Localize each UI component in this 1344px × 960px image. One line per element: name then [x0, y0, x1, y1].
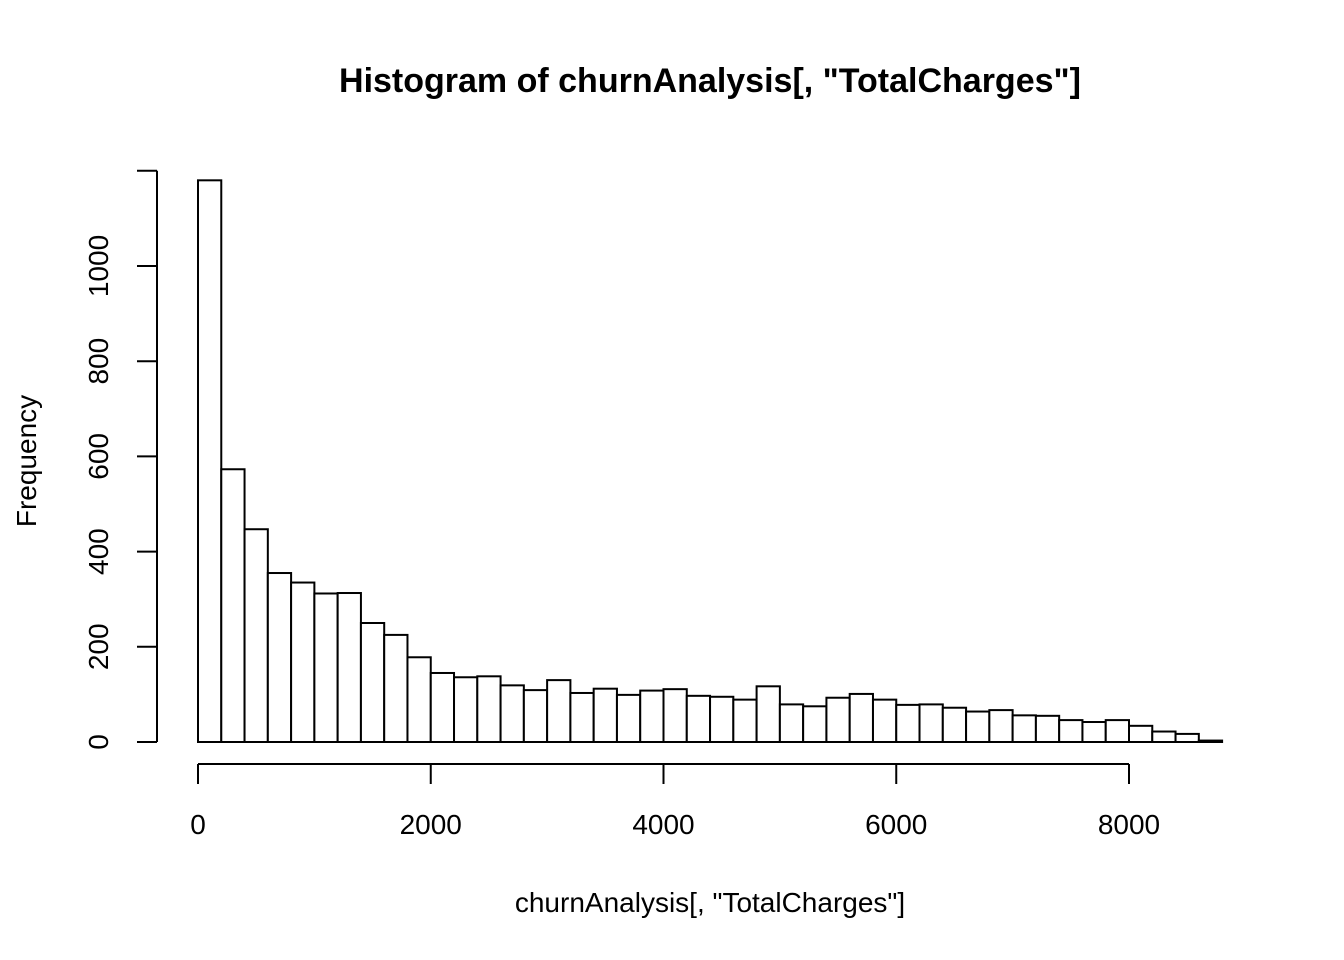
histogram-bar: [825, 696, 851, 743]
histogram-bar: [243, 528, 269, 744]
histogram-bar: [918, 703, 944, 743]
y-tick-label: 1000: [83, 235, 114, 297]
histogram-bar: [802, 705, 828, 743]
histogram-bar: [965, 710, 991, 744]
bars-group: [197, 179, 1224, 744]
histogram-bar: [406, 656, 432, 743]
histogram-bar: [383, 633, 409, 744]
histogram-bar: [755, 685, 781, 743]
histogram-bar: [266, 572, 293, 744]
histogram-bar: [732, 698, 758, 743]
histogram-bar: [336, 592, 362, 744]
histogram-bar: [313, 592, 339, 743]
x-tick-label: 8000: [1098, 809, 1160, 840]
histogram-bar: [941, 706, 968, 744]
histogram-bar: [499, 684, 525, 744]
histogram-bar: [1197, 739, 1224, 744]
histogram-bar: [615, 693, 642, 743]
x-axis-label: churnAnalysis[, "TotalCharges"]: [515, 887, 905, 918]
y-tick-label: 400: [83, 528, 114, 575]
x-tick-label: 4000: [632, 809, 694, 840]
histogram-bar: [662, 688, 688, 743]
histogram-bar: [895, 703, 921, 744]
histogram-bar: [871, 698, 898, 743]
histogram-bar: [1058, 719, 1084, 744]
y-tick-label: 600: [83, 433, 114, 480]
histogram-bar: [546, 679, 572, 743]
y-tick-label: 0: [83, 734, 114, 750]
histogram-bar: [220, 468, 246, 743]
histogram-bar: [1104, 719, 1130, 744]
histogram-bar: [778, 703, 805, 743]
y-axis-ticks: 0 200 400 600 800 1000: [83, 169, 157, 750]
histogram-bar: [476, 675, 502, 744]
histogram-bar: [639, 689, 665, 743]
y-tick-label: 200: [83, 623, 114, 670]
x-tick-label: 0: [190, 809, 206, 840]
histogram-bar: [429, 671, 456, 743]
histogram-bar: [685, 694, 712, 744]
histogram-bar: [359, 622, 386, 743]
histogram-bar: [453, 676, 479, 743]
histogram-bar: [848, 692, 874, 744]
histogram-bar: [569, 691, 595, 743]
histogram-bar: [1011, 714, 1037, 743]
x-tick-label: 6000: [865, 809, 927, 840]
histogram-bar: [592, 687, 618, 743]
y-tick-label: 800: [83, 338, 114, 385]
histogram-bar: [988, 709, 1014, 743]
histogram-bar: [197, 179, 223, 743]
histogram-bar: [290, 581, 316, 743]
y-axis-label: Frequency: [11, 395, 42, 527]
x-axis-ticks: 0 2000 4000 6000 8000: [190, 764, 1160, 840]
histogram-bar: [1081, 721, 1107, 743]
chart-title: Histogram of churnAnalysis[, "TotalCharg…: [339, 62, 1081, 100]
histogram-bar: [1128, 724, 1154, 743]
histogram-bar: [1151, 730, 1177, 744]
histogram-bar: [709, 695, 735, 744]
x-tick-label: 2000: [400, 809, 462, 840]
histogram-bar: [1174, 732, 1200, 744]
histogram-bar: [522, 689, 549, 744]
histogram-bar: [1034, 714, 1061, 744]
